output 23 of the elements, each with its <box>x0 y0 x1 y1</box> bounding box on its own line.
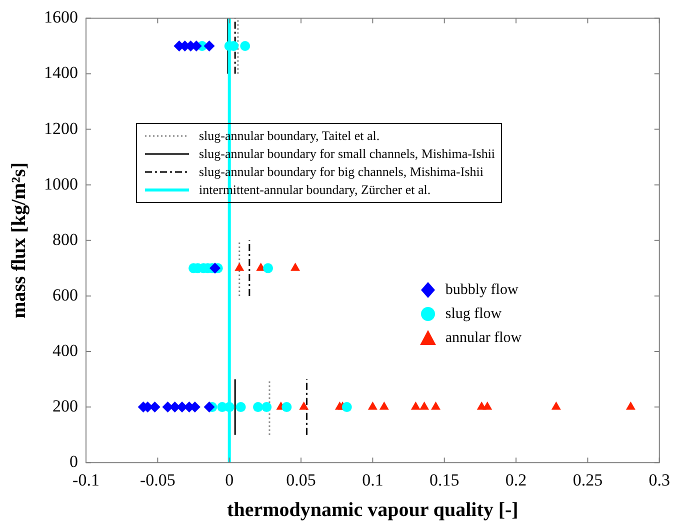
x-tick-label: -0.1 <box>72 470 100 490</box>
y-tick-label: 200 <box>52 396 78 416</box>
y-axis-title: mass flux [kg/m²s] <box>8 162 30 318</box>
legend-label: annular flow <box>445 330 522 347</box>
x-tick-label: -0.05 <box>140 470 176 490</box>
legend-label: bubbly flow <box>445 282 518 299</box>
x-tick-label: 0.2 <box>505 470 527 490</box>
x-tick-label: 0.05 <box>286 470 316 490</box>
x-tick-label: 0.15 <box>429 470 460 490</box>
x-tick-label: 0.1 <box>362 470 384 490</box>
y-tick-label: 1200 <box>44 118 78 138</box>
x-tick-label: 0 <box>225 470 234 490</box>
x-axis-title: thermodynamic vapour quality [-] <box>227 499 518 522</box>
x-tick-label: 0.25 <box>572 470 603 490</box>
y-tick-label: 1600 <box>44 8 78 27</box>
legend-label: slug flow <box>445 306 502 323</box>
y-tick-label: 600 <box>52 285 78 304</box>
y-tick-label: 1400 <box>44 63 78 82</box>
x-tick-label: 0.3 <box>648 470 670 490</box>
y-tick-label: 400 <box>52 340 78 360</box>
y-tick-label: 800 <box>52 230 78 249</box>
y-tick-label: 0 <box>70 452 78 472</box>
y-tick-label: 1000 <box>44 174 78 194</box>
